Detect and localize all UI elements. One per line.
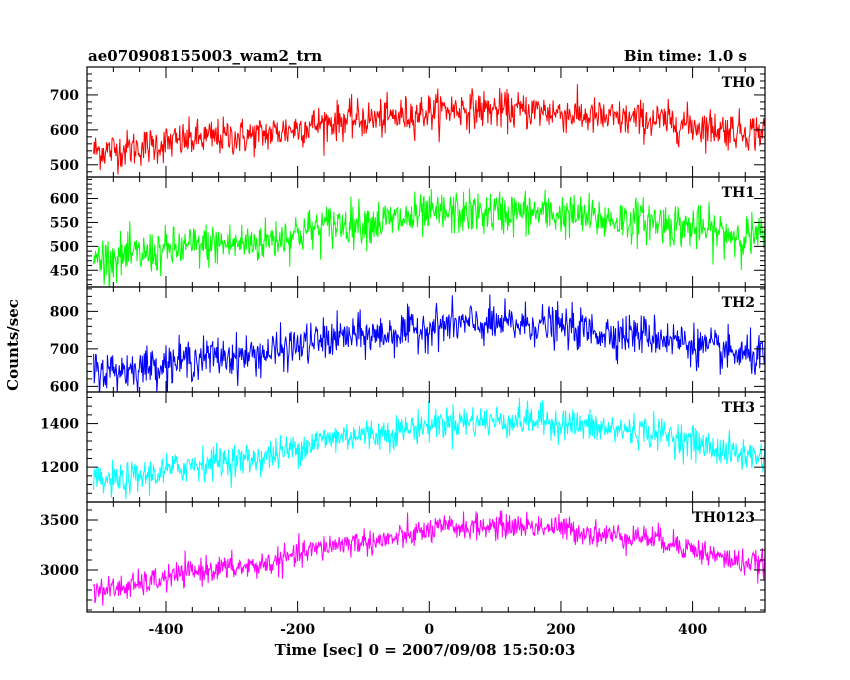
series-line-th1 — [93, 188, 765, 287]
panel-label: TH0123 — [692, 510, 755, 526]
y-tick-label: 800 — [50, 304, 79, 320]
y-tick-label: 600 — [50, 123, 79, 139]
panel-label: TH2 — [722, 295, 755, 311]
series-line-th3 — [93, 397, 765, 500]
x-axis-label: Time [sec] 0 = 2007/09/08 15:50:03 — [275, 641, 576, 659]
panel-label: TH1 — [722, 185, 755, 201]
panel-th3: 1200 1400 TH3 — [40, 391, 766, 503]
y-tick-label: 700 — [50, 88, 79, 104]
x-tick-label: 0 — [424, 622, 434, 638]
y-tick-label: 500 — [50, 158, 79, 174]
chart-title: ae070908155003_wam2_trn — [88, 47, 322, 65]
y-tick-label: 1200 — [40, 460, 79, 476]
panel-frame — [86, 501, 766, 613]
panel-th2: 600 700 800 TH2 — [50, 286, 766, 395]
panel-frame — [86, 391, 766, 503]
panels-group: 500 600 700 TH0 450 500 550 600 TH1 600 700 800 TH2 1… — [40, 66, 766, 638]
y-tick-label: 600 — [50, 192, 79, 208]
series-line-th0 — [93, 84, 765, 175]
y-tick-label: 450 — [50, 263, 79, 279]
y-tick-label: 1400 — [40, 417, 79, 433]
series-line-th2 — [93, 294, 765, 392]
x-tick-label: 400 — [678, 622, 707, 638]
y-tick-label: 3000 — [40, 563, 79, 579]
panel-label: TH0 — [722, 75, 756, 91]
panel-th0123: 3000 3500 TH0123 — [40, 501, 766, 613]
x-tick-label: -400 — [148, 622, 183, 638]
y-tick-label: 700 — [50, 342, 79, 358]
panel-th1: 450 500 550 600 TH1 — [50, 176, 766, 288]
y-axis-label: Counts/sec — [4, 299, 22, 391]
panel-th0: 500 600 700 TH0 — [50, 66, 766, 178]
x-tick-label: -200 — [280, 622, 315, 638]
y-tick-label: 550 — [50, 215, 79, 231]
series-line-th0123 — [93, 510, 765, 606]
panel-label: TH3 — [722, 400, 755, 416]
y-tick-label: 600 — [50, 379, 79, 395]
x-tick-label: 200 — [546, 622, 575, 638]
y-tick-label: 3500 — [40, 513, 79, 529]
y-tick-label: 500 — [50, 239, 79, 255]
bin-time-label: Bin time: 1.0 s — [624, 47, 747, 65]
